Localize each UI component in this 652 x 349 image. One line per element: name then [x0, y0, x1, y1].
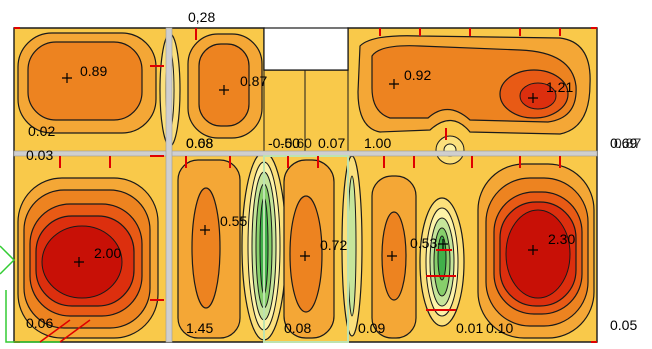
panel-bottom-right	[477, 163, 595, 339]
label-p2: 0.87	[240, 73, 267, 89]
label-p4: 1.21	[546, 79, 573, 95]
label-p6: 0.55	[220, 213, 247, 229]
label-bottom-f: 0.10	[486, 320, 513, 336]
label-mid-c: -0.50	[268, 135, 300, 151]
label-bottom-d: 0.09	[358, 320, 385, 336]
label-right-edge-upper: 0.69	[610, 135, 637, 151]
label-p7: 0.72	[320, 237, 347, 253]
opening	[263, 27, 349, 152]
label-bottom-e: 0.01	[456, 320, 483, 336]
panel-bottom-mid-right	[371, 175, 465, 339]
value-labels: 0,28 0.89 0.87 0.92 1.21 0.02 0.03 0.08 …	[26, 9, 641, 336]
label-mid-e: 0.07	[318, 135, 345, 151]
panel-top-mid	[159, 33, 263, 147]
label-mid-f: 1.00	[364, 135, 391, 151]
label-bottom-c: 0.08	[284, 320, 311, 336]
label-right-edge-upper-b: 0.87	[614, 135, 641, 151]
label-mid-d: -0.60	[280, 135, 312, 151]
panel-top-left	[17, 32, 157, 134]
label-edge-left-upper: 0.02	[28, 123, 55, 139]
label-p1: 0.89	[80, 63, 107, 79]
peak-markers	[62, 73, 538, 267]
label-p3: 0.92	[404, 67, 431, 83]
label-p8: 0.53	[410, 235, 437, 251]
label-p9: 2.30	[548, 231, 575, 247]
left-edge-marker	[0, 245, 91, 343]
label-right-edge-lower: 0.05	[610, 317, 637, 333]
panel-bottom-mid-left	[177, 151, 287, 341]
panel-bottom-mid	[283, 155, 363, 339]
beams	[13, 27, 598, 343]
label-mid-b: 0.68	[186, 135, 213, 151]
label-bottom-b: 1.45	[186, 320, 213, 336]
label-mid-a: 0.08	[186, 135, 213, 151]
panel-bottom-left	[17, 177, 159, 339]
label-top-mid: 0,28	[188, 9, 215, 25]
label-p5: 2.00	[94, 245, 121, 261]
label-edge-left-mid: 0.03	[26, 147, 53, 163]
label-bottom-a: 0.06	[26, 315, 53, 331]
